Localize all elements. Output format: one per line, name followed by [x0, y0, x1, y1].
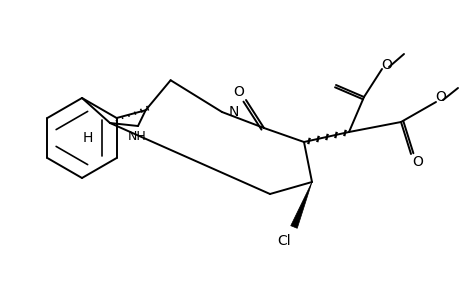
Text: H: H [83, 131, 93, 145]
Text: N: N [229, 105, 239, 119]
Polygon shape [290, 182, 311, 228]
Text: O: O [233, 85, 244, 99]
Text: O: O [412, 155, 423, 169]
Text: O: O [381, 58, 392, 72]
Text: O: O [435, 90, 446, 104]
Text: Cl: Cl [277, 234, 290, 248]
Text: NH: NH [127, 130, 146, 142]
